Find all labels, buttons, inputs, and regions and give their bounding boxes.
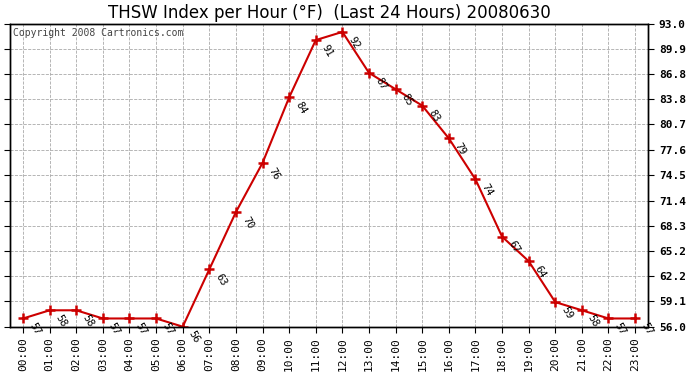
Text: 59: 59 <box>560 305 574 321</box>
Text: 79: 79 <box>453 141 468 157</box>
Text: 57: 57 <box>613 321 628 337</box>
Text: 58: 58 <box>54 313 69 329</box>
Text: 57: 57 <box>639 321 654 337</box>
Text: 87: 87 <box>373 76 388 92</box>
Text: 85: 85 <box>400 92 415 108</box>
Text: 63: 63 <box>213 272 228 288</box>
Text: Copyright 2008 Cartronics.com: Copyright 2008 Cartronics.com <box>13 28 184 38</box>
Text: 92: 92 <box>346 35 362 51</box>
Text: 84: 84 <box>293 100 308 116</box>
Text: 67: 67 <box>506 239 521 255</box>
Text: 76: 76 <box>267 166 282 182</box>
Text: 57: 57 <box>160 321 175 337</box>
Text: 83: 83 <box>426 108 442 124</box>
Text: 70: 70 <box>240 215 255 231</box>
Text: 57: 57 <box>27 321 42 337</box>
Text: 91: 91 <box>320 43 335 59</box>
Text: 58: 58 <box>81 313 95 329</box>
Text: 57: 57 <box>134 321 148 337</box>
Text: 74: 74 <box>480 182 495 198</box>
Text: 58: 58 <box>586 313 601 329</box>
Text: 56: 56 <box>187 330 201 345</box>
Title: THSW Index per Hour (°F)  (Last 24 Hours) 20080630: THSW Index per Hour (°F) (Last 24 Hours)… <box>108 4 551 22</box>
Text: 64: 64 <box>533 264 548 280</box>
Text: 57: 57 <box>107 321 122 337</box>
